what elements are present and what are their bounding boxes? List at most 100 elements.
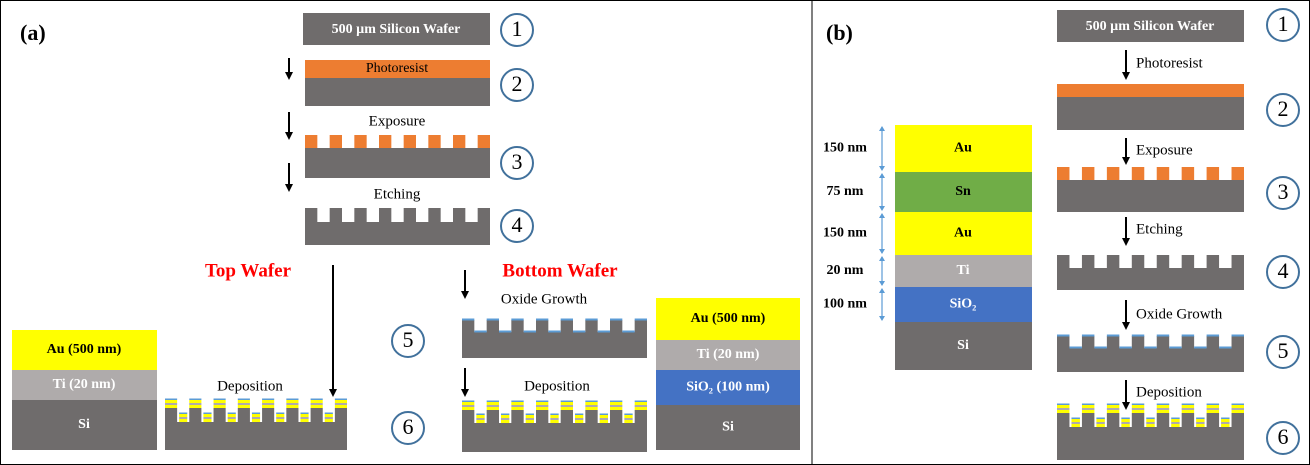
coating-layer (1057, 408, 1069, 410)
coating-layer (575, 415, 583, 418)
coating-layer (536, 401, 548, 403)
oxide-layer (1169, 347, 1181, 349)
coating-layer (600, 415, 608, 418)
coating-layer (228, 413, 236, 415)
coating-layer (262, 403, 274, 405)
step-number: 5 (1278, 338, 1289, 363)
coating-layer (476, 418, 484, 420)
coating-layer (238, 405, 250, 408)
panel-label: (b) (826, 20, 853, 45)
coating-layer (311, 400, 323, 403)
oxide-layer (1194, 347, 1206, 349)
arrow-head (461, 291, 469, 299)
coating-layer (1121, 419, 1129, 422)
resist-block (1082, 167, 1094, 180)
coating-layer (1132, 410, 1144, 413)
coating-layer (1221, 424, 1229, 427)
coating-layer (1132, 405, 1144, 408)
oxide-layer (598, 331, 610, 333)
coating-layer (511, 402, 523, 405)
label: Photoresist (1136, 55, 1204, 71)
label: Etching (374, 186, 421, 202)
coating-layer (526, 418, 534, 420)
dimension-head (879, 126, 885, 131)
resist-block (379, 135, 391, 148)
coating-layer (1107, 410, 1119, 413)
resist-block (453, 135, 465, 148)
coating-layer (1146, 419, 1154, 422)
coating-layer (1071, 424, 1079, 427)
resist-block (1182, 167, 1194, 180)
oxide-layer (1132, 335, 1144, 337)
resist-block (354, 135, 366, 148)
label: Au (954, 141, 972, 156)
step-number: 6 (1278, 424, 1289, 449)
coating-layer (252, 419, 260, 422)
thickness-label: 150 nm (823, 141, 867, 156)
coating-layer (487, 405, 499, 407)
coating-layer (300, 414, 308, 417)
coating-layer (501, 414, 509, 416)
step-number: 1 (512, 16, 523, 41)
coating-layer (214, 399, 226, 401)
coating-layer (1157, 410, 1169, 413)
label: Si (957, 338, 969, 353)
coating-layer (1207, 405, 1219, 408)
coating-layer (228, 417, 236, 419)
oxide-layer (1069, 347, 1081, 349)
oxide-layer (1082, 335, 1094, 337)
coating-layer (276, 414, 284, 417)
coating-layer (1057, 404, 1069, 406)
dimension-head (879, 288, 885, 293)
label: Deposition (217, 378, 283, 394)
coating-layer (536, 407, 548, 410)
coating-layer (276, 419, 284, 422)
coating-layer (189, 403, 201, 405)
coating-layer (610, 407, 622, 410)
label: SiO₂ (100 nm) (686, 380, 770, 395)
coating-layer (262, 399, 274, 401)
coating-layer (286, 399, 298, 401)
coating-layer (462, 401, 474, 403)
coating-layer (501, 420, 509, 423)
coating-layer (1071, 419, 1079, 422)
oxide-layer (1207, 335, 1219, 337)
oxide-layer (573, 331, 585, 333)
label: Sn (955, 184, 971, 199)
coating-layer (1132, 404, 1144, 406)
oxide-layer (1107, 335, 1119, 337)
coating-layer (189, 405, 201, 408)
oxide-layer (1057, 335, 1069, 337)
coating-layer (1221, 422, 1229, 424)
coating-layer (635, 405, 647, 407)
coating-layer (1107, 404, 1119, 406)
coating-layer (550, 420, 558, 423)
coating-layer (1146, 424, 1154, 427)
label: Si (78, 417, 90, 432)
etched-wafer (305, 208, 490, 245)
arrow-head (329, 389, 337, 397)
oxide-layer (561, 319, 573, 321)
oxide-layer (499, 331, 511, 333)
oxide-layer (462, 319, 474, 321)
etched-wafer (1057, 255, 1244, 290)
coating-layer (476, 420, 484, 423)
coating-layer (1171, 418, 1179, 420)
label: Ti (20 nm) (53, 377, 116, 392)
coating-layer (165, 405, 177, 408)
coating-layer (536, 405, 548, 407)
coating-layer (487, 407, 499, 410)
coating-layer (203, 419, 211, 422)
label: Au (954, 226, 972, 241)
coating-layer (286, 405, 298, 408)
label: Deposition (524, 378, 590, 394)
oxide-layer (610, 319, 622, 321)
coating-layer (1196, 422, 1204, 424)
coating-layer (262, 405, 274, 408)
oxide-layer (622, 331, 634, 333)
step-number: 4 (1278, 258, 1289, 283)
dimension-head (879, 316, 885, 321)
coating-layer (325, 413, 333, 415)
coating-layer (511, 401, 523, 403)
label: 500 µm Silicon Wafer (332, 22, 461, 37)
